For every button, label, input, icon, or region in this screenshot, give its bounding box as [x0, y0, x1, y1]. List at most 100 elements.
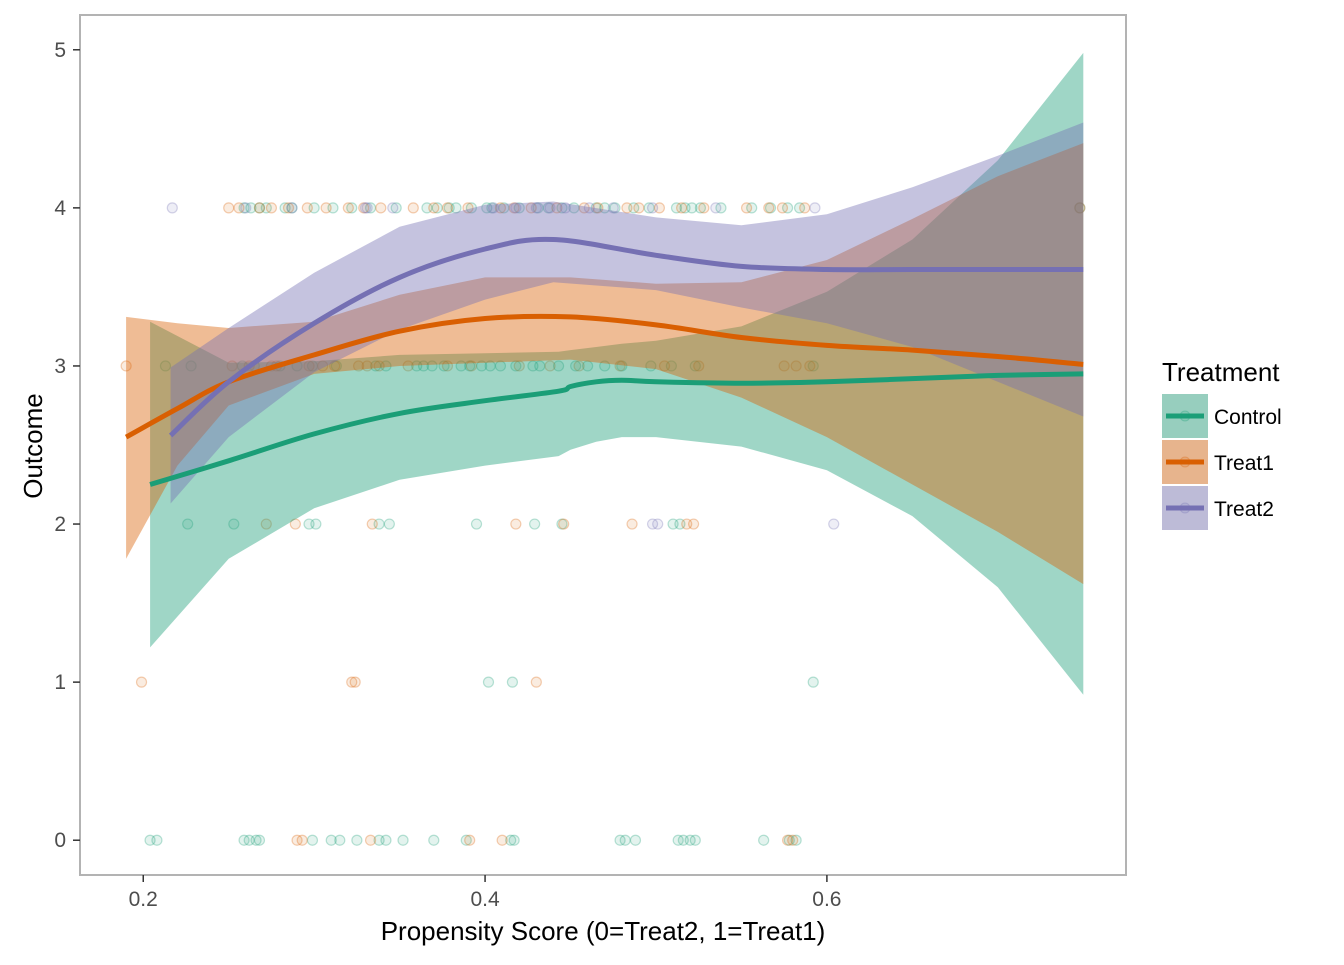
- y-tick-label: 3: [54, 355, 66, 378]
- data-point-control: [599, 360, 611, 372]
- data-point-treat1: [681, 518, 693, 530]
- data-point-control: [238, 834, 250, 846]
- data-point-control: [667, 518, 679, 530]
- data-point-treat2: [510, 202, 522, 214]
- data-point-treat1: [282, 202, 295, 214]
- data-point-control: [306, 360, 319, 372]
- legend-title: Treatment: [1162, 357, 1280, 387]
- data-point-treat1: [804, 360, 816, 372]
- data-point-treat2: [166, 202, 178, 214]
- data-point-treat1: [120, 360, 132, 372]
- data-point-control: [628, 202, 640, 214]
- data-point-control: [1074, 202, 1086, 214]
- y-tick-label: 1: [54, 671, 66, 694]
- data-point-control: [476, 360, 488, 372]
- data-point-treat1: [428, 202, 440, 214]
- legend: Treatment Control Treat1 Treat2: [1162, 357, 1282, 530]
- data-point-treat1: [658, 360, 671, 372]
- data-point-treat2: [607, 202, 619, 214]
- data-point-control: [327, 202, 339, 214]
- data-point-control: [250, 834, 262, 846]
- data-point-control: [674, 518, 686, 530]
- data-point-treat1: [317, 360, 329, 372]
- data-point-treat1: [361, 360, 373, 372]
- data-point-treat1: [364, 834, 377, 846]
- data-point-treat1: [373, 360, 385, 372]
- data-point-treat2: [710, 202, 722, 214]
- data-point-treat1: [253, 202, 266, 214]
- data-point-control: [380, 834, 392, 846]
- data-point-control: [590, 202, 602, 214]
- data-point-treat1: [496, 834, 508, 846]
- data-point-control: [397, 834, 409, 846]
- legend-label-treat1: Treat1: [1214, 452, 1274, 475]
- data-point-treat1: [740, 202, 753, 214]
- data-point-control: [431, 202, 443, 214]
- data-point-control: [460, 834, 472, 846]
- smooth-line-treat2: [168, 236, 1084, 438]
- data-point-treat1: [653, 202, 666, 214]
- data-point-treat2: [361, 202, 373, 214]
- data-point-control: [380, 360, 392, 372]
- data-point-control: [494, 360, 507, 372]
- data-point-control: [330, 360, 342, 372]
- data-point-control: [694, 202, 707, 214]
- data-point-treat1: [352, 360, 365, 372]
- data-point-control: [783, 834, 795, 846]
- data-point-treat1: [530, 676, 542, 688]
- data-point-control: [498, 202, 510, 214]
- data-point-treat1: [787, 834, 799, 846]
- data-point-control: [532, 202, 544, 214]
- data-point-control: [464, 360, 476, 372]
- data-point-control: [411, 360, 423, 372]
- data-point-control: [286, 202, 298, 214]
- data-point-control: [417, 360, 430, 372]
- data-point-treat1: [544, 360, 556, 372]
- data-point-control: [390, 202, 402, 214]
- data-point-treat1: [366, 518, 378, 530]
- data-point-control: [482, 676, 495, 688]
- data-point-control: [689, 360, 701, 372]
- data-point-control: [689, 834, 701, 846]
- data-point-treat1: [342, 202, 354, 214]
- data-point-control: [508, 834, 520, 846]
- data-point-control: [455, 360, 467, 372]
- data-point-control: [542, 202, 554, 214]
- data-point-control: [484, 360, 496, 372]
- data-point-treat2: [646, 202, 659, 214]
- data-point-treat1: [621, 202, 633, 214]
- data-point-control: [428, 834, 440, 846]
- data-point-control: [310, 518, 322, 530]
- data-point-control: [746, 202, 758, 214]
- data-point-treat2: [583, 202, 595, 214]
- data-point-control: [346, 202, 358, 214]
- data-point-treat1: [375, 202, 387, 214]
- data-point-control: [245, 202, 257, 214]
- data-point-treat1: [508, 202, 520, 214]
- data-point-treat2: [530, 202, 542, 214]
- legend-keys: Control Treat1 Treat2: [1162, 394, 1282, 530]
- data-point-control: [238, 202, 250, 214]
- data-point-control: [279, 202, 291, 214]
- data-point-treat1: [291, 834, 303, 846]
- data-point-treat1: [135, 676, 148, 688]
- data-point-control: [790, 834, 802, 846]
- data-point-treat1: [513, 360, 525, 372]
- grid-layer: [80, 15, 1126, 875]
- smooth-line-treat1: [124, 313, 1084, 440]
- data-point-control: [556, 518, 568, 530]
- data-point-treat1: [465, 360, 477, 372]
- data-point-treat1: [301, 202, 313, 214]
- data-point-control: [260, 202, 272, 214]
- y-tick-label: 4: [54, 197, 66, 220]
- data-point-control: [645, 360, 657, 372]
- data-point-control: [470, 518, 483, 530]
- data-point-control: [670, 202, 683, 214]
- data-point-control: [552, 360, 565, 372]
- data-point-treat1: [462, 202, 474, 214]
- data-point-control: [421, 202, 433, 214]
- data-point-control: [308, 202, 320, 214]
- smooth-line-control: [149, 371, 1084, 487]
- data-point-treat1: [346, 676, 358, 688]
